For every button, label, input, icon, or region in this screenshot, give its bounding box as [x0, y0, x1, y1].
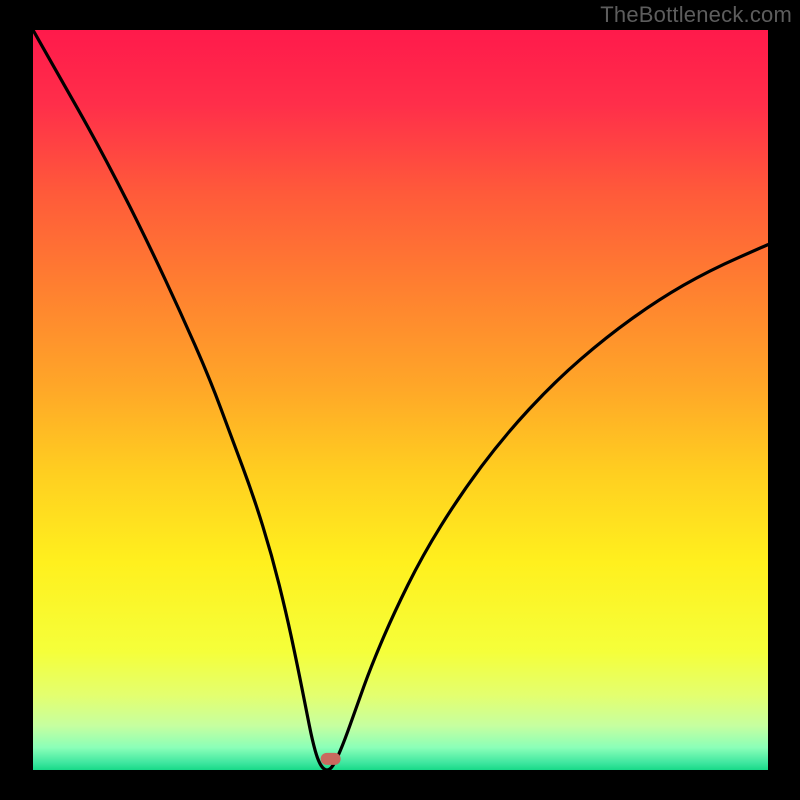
- optimal-point-marker: [321, 753, 341, 765]
- chart-gradient-background: [33, 30, 768, 770]
- watermark-text: TheBottleneck.com: [600, 2, 792, 28]
- bottleneck-chart: [0, 0, 800, 800]
